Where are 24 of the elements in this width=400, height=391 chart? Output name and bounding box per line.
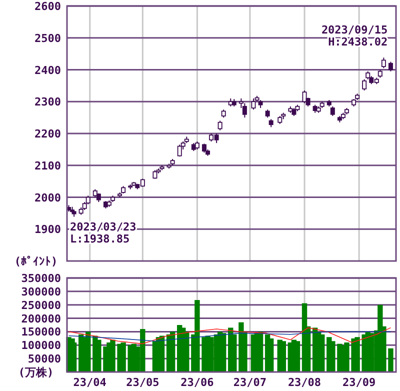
y-tick-label: 150000 <box>21 326 61 339</box>
x-tick-label: 23/04 <box>73 376 107 389</box>
y-tick-label: 300000 <box>21 285 61 298</box>
y-tick-label: 2400 <box>34 64 61 77</box>
y-tick-label: 1900 <box>34 223 61 236</box>
y-axis-title: (万株) <box>18 366 54 379</box>
x-tick-label: 23/05 <box>126 376 160 389</box>
y-tick-label: 100000 <box>21 339 61 352</box>
x-tick-label: 23/06 <box>180 376 214 389</box>
y-tick-label: 2200 <box>34 128 61 140</box>
y-tick-label: 350000 <box>21 272 61 285</box>
x-tick-label: 23/09 <box>342 376 376 389</box>
y-axis-title: (ﾎﾟｲﾝﾄ) <box>14 255 58 268</box>
x-tick-label: 23/08 <box>288 376 322 389</box>
y-tick-label: 2300 <box>34 96 61 109</box>
y-tick-label: 2100 <box>34 159 61 172</box>
y-tick-label: 50000 <box>28 352 61 366</box>
y-tick-label: 2600 <box>34 0 61 13</box>
y-tick-label: 200000 <box>21 312 61 326</box>
y-tick-label: 2000 <box>34 191 61 204</box>
x-tick-label: 23/07 <box>233 376 267 389</box>
y-tick-label: 2500 <box>34 32 61 45</box>
annotation: 2023/09/15 H:2438.02 <box>321 24 388 49</box>
y-tick-label: 250000 <box>21 298 61 312</box>
